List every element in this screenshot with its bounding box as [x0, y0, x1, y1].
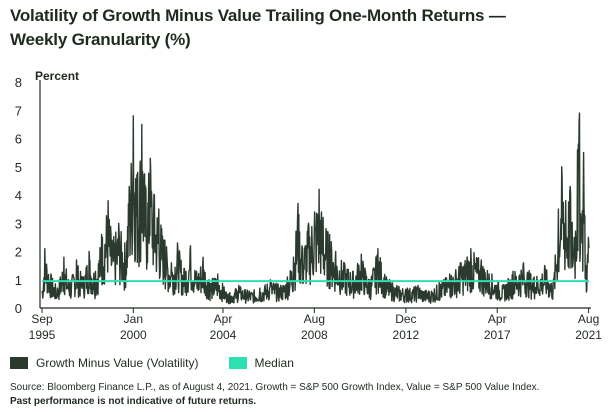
y-tick-label: 5 — [15, 160, 22, 175]
y-tick-label: 7 — [15, 103, 22, 118]
x-tick-label-month: Aug — [578, 312, 599, 326]
x-tick-label-year: 2012 — [393, 328, 420, 342]
x-tick-label-year: 2017 — [484, 328, 511, 342]
y-tick-label: 6 — [15, 132, 22, 147]
x-tick-label-year: 1995 — [29, 328, 56, 342]
x-tick-label-year: 2000 — [120, 328, 147, 342]
legend-swatch-median — [228, 357, 247, 369]
x-tick-label-month: Aug — [304, 312, 325, 326]
volatility-line-chart: Percent 0 1 2 3 4 5 6 7 8 Sep 1995 Jan 2000 Apr 2004 Aug… — [15, 70, 602, 342]
x-tick-label-month: Apr — [488, 312, 507, 326]
legend-item-median: Median — [228, 356, 294, 370]
legend-label-median: Median — [254, 356, 294, 370]
disclaimer-note: Past performance is not indicative of fu… — [10, 396, 257, 407]
y-tick-label: 4 — [15, 188, 22, 203]
source-note: Source: Bloomberg Finance L.P., as of Au… — [10, 382, 540, 393]
y-tick-label: 2 — [15, 245, 22, 260]
x-tick-label-month: Apr — [214, 312, 233, 326]
chart-title-line2: Weekly Granularity (%) — [10, 30, 191, 49]
y-tick-label: 1 — [15, 273, 22, 288]
x-tick-label-year: 2008 — [301, 328, 328, 342]
x-tick-label-month: Sep — [31, 312, 53, 326]
y-tick-label: 8 — [15, 75, 22, 90]
legend-item-series: Growth Minus Value (Volatility) — [10, 356, 199, 370]
legend-label-series: Growth Minus Value (Volatility) — [36, 356, 199, 370]
chart-legend: Growth Minus Value (Volatility) Median — [10, 354, 324, 372]
x-tick-label-month: Dec — [395, 312, 416, 326]
y-axis-label: Percent — [35, 70, 79, 83]
x-tick-label-month: Jan — [124, 312, 143, 326]
legend-swatch-series — [10, 357, 28, 369]
x-tick-label-year: 2021 — [575, 328, 602, 342]
x-tick-label-year: 2004 — [210, 328, 237, 342]
y-tick-label: 0 — [15, 301, 22, 316]
chart-title-line1: Volatility of Growth Minus Value Trailin… — [10, 6, 506, 25]
chart-title: Volatility of Growth Minus Value Trailin… — [10, 4, 610, 52]
y-tick-label: 3 — [15, 216, 22, 231]
series-line-growth-minus-value — [41, 112, 590, 305]
